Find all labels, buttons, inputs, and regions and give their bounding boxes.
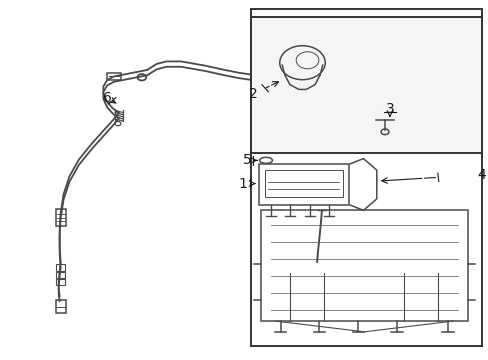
Text: 3: 3 [385, 102, 393, 116]
Bar [258, 164, 348, 205]
Text: 5: 5 [242, 153, 251, 167]
Bar [56, 210, 66, 226]
Bar [264, 170, 342, 197]
Text: 2: 2 [248, 87, 257, 101]
Bar [261, 210, 467, 321]
Bar [106, 73, 121, 80]
Bar [56, 279, 64, 285]
Bar [251, 9, 481, 346]
Bar [56, 272, 64, 278]
Bar [56, 300, 66, 313]
Text: 1: 1 [238, 176, 247, 190]
Text: 6: 6 [102, 91, 111, 105]
Text: 4: 4 [477, 168, 486, 182]
Bar [56, 264, 64, 271]
Bar [251, 18, 481, 153]
